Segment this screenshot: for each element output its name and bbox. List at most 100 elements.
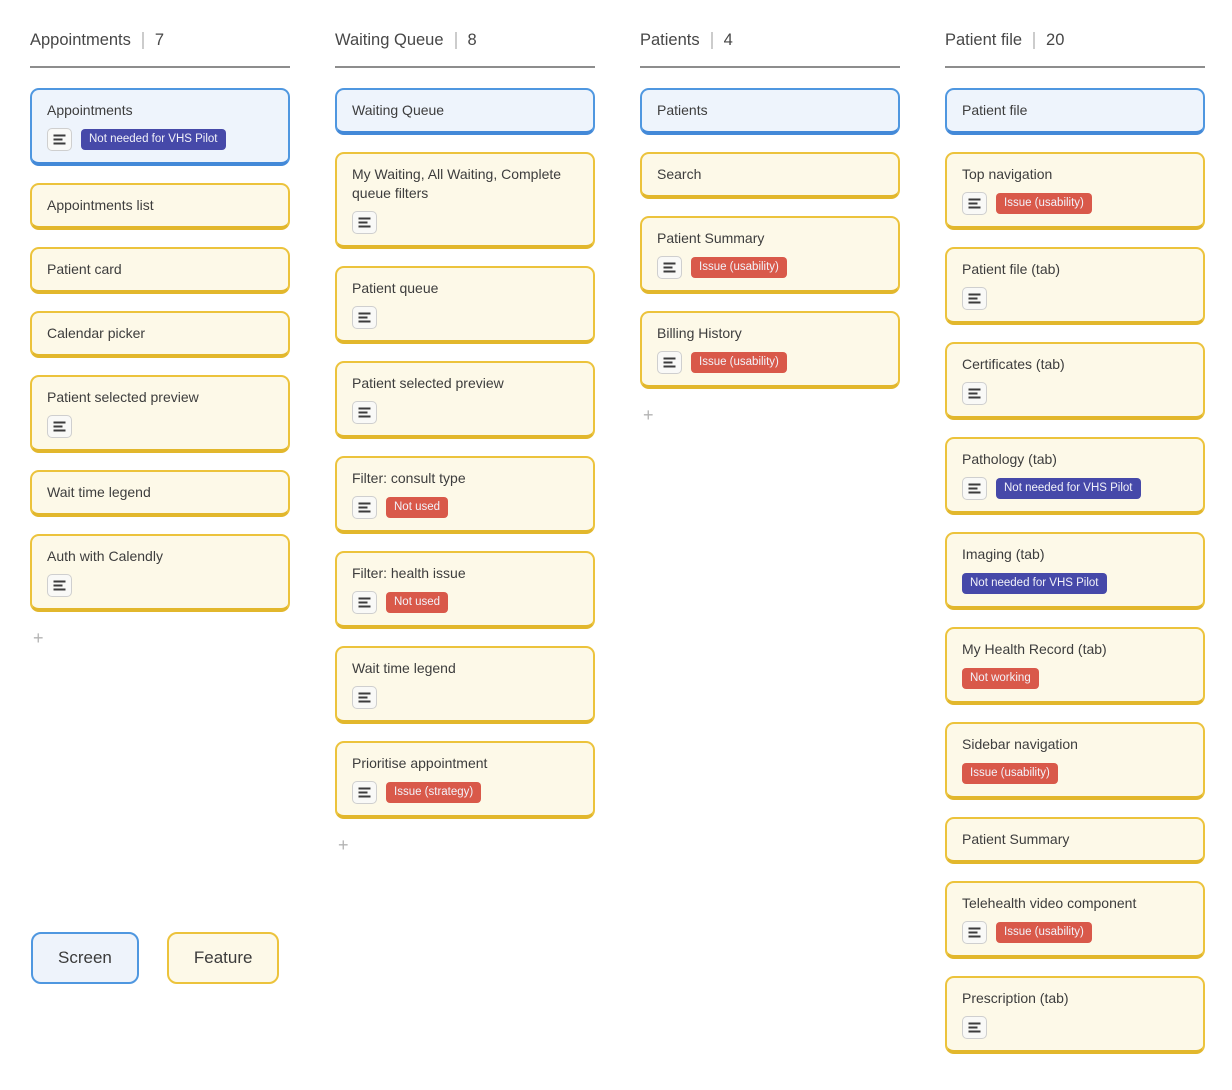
- card-title: Patient card: [47, 261, 122, 277]
- card-title: Patients: [657, 102, 708, 118]
- card-list: Waiting Queue My Waiting, All Waiting, C…: [335, 88, 595, 819]
- card-title: Waiting Queue: [352, 102, 445, 118]
- card-title: Appointments list: [47, 197, 154, 213]
- card[interactable]: Appointments list: [30, 183, 290, 230]
- card-meta: Not used: [352, 495, 578, 519]
- card-list: Patient file Top navigation Issue (usabi…: [945, 88, 1205, 1054]
- notes-icon: [352, 210, 377, 234]
- board-column-patient-file: Patient file 20 Patient file Top navigat…: [945, 28, 1205, 1089]
- column-count: 4: [723, 30, 733, 49]
- notes-icon: [962, 920, 987, 944]
- status-badge: Not working: [962, 667, 1039, 689]
- card[interactable]: Certificates (tab): [945, 342, 1205, 420]
- card[interactable]: My Waiting, All Waiting, Complete queue …: [335, 152, 595, 249]
- card-title: Search: [657, 166, 702, 182]
- status-badge: Issue (usability): [962, 762, 1058, 784]
- column-count: 20: [1046, 30, 1065, 49]
- card-meta: Issue (usability): [962, 191, 1188, 215]
- card-title: Patient queue: [352, 280, 439, 296]
- notes-icon: [47, 127, 72, 151]
- card-title: Wait time legend: [47, 484, 151, 500]
- card-title: Patient selected preview: [352, 375, 504, 391]
- card-meta: [352, 305, 578, 329]
- card[interactable]: Billing History Issue (usability): [640, 311, 900, 389]
- card-title: Billing History: [657, 325, 742, 341]
- column-header: Patient file 20: [945, 28, 1205, 52]
- card-meta: [962, 381, 1188, 405]
- card[interactable]: Auth with Calendly: [30, 534, 290, 612]
- status-badge: Not used: [386, 591, 449, 613]
- card-title: Patient file (tab): [962, 261, 1061, 277]
- notes-icon: [352, 590, 377, 614]
- status-badge: Not used: [386, 496, 449, 518]
- card[interactable]: Prescription (tab): [945, 976, 1205, 1054]
- card-meta: Issue (usability): [657, 255, 883, 279]
- card-list: Appointments Not needed for VHS Pilot Ap…: [30, 88, 290, 612]
- card[interactable]: Patient Summary: [945, 817, 1205, 864]
- card-meta: [352, 210, 578, 234]
- notes-icon: [352, 305, 377, 329]
- notes-icon: [47, 414, 72, 438]
- card[interactable]: Wait time legend: [30, 470, 290, 517]
- card-meta: Issue (usability): [962, 920, 1188, 944]
- card-title: Auth with Calendly: [47, 548, 163, 564]
- card[interactable]: Patient Summary Issue (usability): [640, 216, 900, 294]
- card-title: Imaging (tab): [962, 546, 1045, 562]
- legend: Screen Feature: [31, 932, 280, 984]
- add-card-button[interactable]: +: [338, 835, 349, 855]
- add-card-button[interactable]: +: [33, 628, 44, 648]
- card-meta: Not needed for VHS Pilot: [962, 571, 1188, 595]
- legend-button-feature[interactable]: Feature: [166, 932, 280, 984]
- card[interactable]: Patient selected preview: [335, 361, 595, 439]
- card-title: Filter: health issue: [352, 565, 466, 581]
- card-title: Pathology (tab): [962, 451, 1057, 467]
- column-title: Waiting Queue: [335, 30, 444, 49]
- card[interactable]: Imaging (tab) Not needed for VHS Pilot: [945, 532, 1205, 610]
- card-meta: Not needed for VHS Pilot: [962, 476, 1188, 500]
- column-header: Appointments 7: [30, 28, 290, 52]
- column-divider: [945, 66, 1205, 68]
- board-column-waiting-queue: Waiting Queue 8 Waiting Queue My Waiting…: [335, 28, 595, 854]
- card[interactable]: Patient file: [945, 88, 1205, 135]
- column-title: Patients: [640, 30, 700, 49]
- card[interactable]: Patient file (tab): [945, 247, 1205, 325]
- status-badge: Issue (usability): [691, 256, 787, 278]
- card[interactable]: Filter: health issue Not used: [335, 551, 595, 629]
- card[interactable]: Wait time legend: [335, 646, 595, 724]
- card[interactable]: Search: [640, 152, 900, 199]
- card-meta: Issue (usability): [962, 761, 1188, 785]
- card-meta: Not used: [352, 590, 578, 614]
- card[interactable]: Waiting Queue: [335, 88, 595, 135]
- column-divider: [30, 66, 290, 68]
- card[interactable]: Appointments Not needed for VHS Pilot: [30, 88, 290, 166]
- status-badge: Issue (strategy): [386, 781, 482, 803]
- card[interactable]: Telehealth video component Issue (usabil…: [945, 881, 1205, 959]
- card-meta: [962, 286, 1188, 310]
- card-title: Wait time legend: [352, 660, 456, 676]
- add-card-button[interactable]: +: [643, 405, 654, 425]
- card[interactable]: Filter: consult type Not used: [335, 456, 595, 534]
- card-meta: Not working: [962, 666, 1188, 690]
- column-separator-bar: [141, 31, 144, 49]
- card[interactable]: Prioritise appointment Issue (strategy): [335, 741, 595, 819]
- card[interactable]: Top navigation Issue (usability): [945, 152, 1205, 230]
- card-meta: [352, 685, 578, 709]
- card[interactable]: Patient selected preview: [30, 375, 290, 453]
- card[interactable]: Patient card: [30, 247, 290, 294]
- card[interactable]: Patient queue: [335, 266, 595, 344]
- notes-icon: [962, 476, 987, 500]
- legend-button-screen[interactable]: Screen: [31, 932, 139, 984]
- card-title: Patient file: [962, 102, 1028, 118]
- notes-icon: [962, 381, 987, 405]
- card[interactable]: Calendar picker: [30, 311, 290, 358]
- card[interactable]: My Health Record (tab) Not working: [945, 627, 1205, 705]
- status-badge: Not needed for VHS Pilot: [81, 128, 226, 150]
- card[interactable]: Sidebar navigation Issue (usability): [945, 722, 1205, 800]
- card-title: Patient selected preview: [47, 389, 199, 405]
- column-separator-bar: [1033, 31, 1036, 49]
- card[interactable]: Pathology (tab) Not needed for VHS Pilot: [945, 437, 1205, 515]
- card-title: Patient Summary: [657, 230, 765, 246]
- card[interactable]: Patients: [640, 88, 900, 135]
- board-column-appointments: Appointments 7 Appointments Not needed f…: [30, 28, 290, 647]
